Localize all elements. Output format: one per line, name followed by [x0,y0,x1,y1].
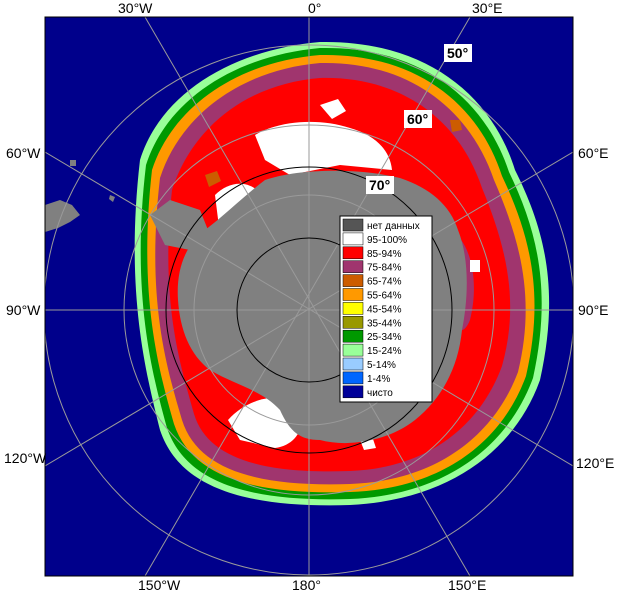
lat-label-70: 70° [369,177,390,193]
legend-label-12: чисто [367,388,393,399]
legend-swatch-7 [342,316,364,329]
lon-label-bottom-0: 150°W [138,577,181,593]
legend-label-8: 25-34% [367,332,402,343]
lon-label-left-2: 120°W [4,450,47,466]
lon-label-right-2: 120°E [576,455,614,471]
lon-label-right-0: 60°E [578,145,609,161]
legend-swatch-12 [342,385,364,399]
legend-label-0: нет данных [367,221,420,232]
lat-label-50: 50° [447,45,468,61]
lon-label-left-1: 90°W [6,302,41,318]
legend-swatch-11 [342,371,364,385]
latitude-circle-70-dark [165,166,453,454]
islands-patch [70,160,115,202]
legend-swatch-1 [342,232,364,246]
legend-label-7: 35-44% [367,318,402,329]
lat-label-60: 60° [407,111,428,127]
south-america-landmass [45,200,80,232]
legend-swatch-9 [342,343,364,357]
legend-label-5: 55-64% [367,291,402,302]
legend-swatch-6 [342,302,364,315]
lon-label-top-1: 0° [308,0,321,16]
legend-label-1: 95-100% [367,235,407,246]
latitude-labels: 50° 60° 70° [366,44,472,194]
lon-label-top-2: 30°E [472,0,503,16]
legend-items: нет данных 95-100% 85-94% 75-84% 65-74% 55-64… [342,218,420,399]
legend-label-9: 15-24% [367,346,402,357]
legend-swatch-5 [342,288,364,301]
lon-label-left-0: 60°W [6,145,41,161]
legend-label-2: 85-94% [367,249,402,260]
lon-label-top-0: 30°W [118,0,153,16]
legend-label-3: 75-84% [367,263,402,274]
legend-label-10: 5-14% [367,360,396,371]
legend-swatch-10 [342,357,364,371]
legend-swatch-2 [342,246,364,260]
legend-swatch-3 [342,260,364,273]
legend-label-4: 65-74% [367,277,402,288]
legend-swatch-4 [342,274,364,287]
meridian-60e-120w [45,151,573,467]
lon-label-bottom-1: 180° [292,577,321,593]
legend-swatch-8 [342,329,364,343]
graticule [45,17,573,576]
legend-label-6: 45-54% [367,304,402,315]
lon-label-bottom-2: 150°E [448,577,486,593]
legend-swatch-0 [342,218,364,232]
map-frame [44,16,574,577]
map-area [45,17,573,576]
antarctic-peninsula [150,200,210,250]
lon-label-right-1: 90°E [578,302,609,318]
legend: нет данных 95-100% 85-94% 75-84% 65-74% 55-64… [339,215,433,403]
longitude-labels: 30°W 0° 30°E 60°W 90°W 120°W 60°E 90°E 1… [4,0,614,593]
legend-label-11: 1-4% [367,374,390,385]
ice-patch-95-100-weddell [255,121,392,175]
